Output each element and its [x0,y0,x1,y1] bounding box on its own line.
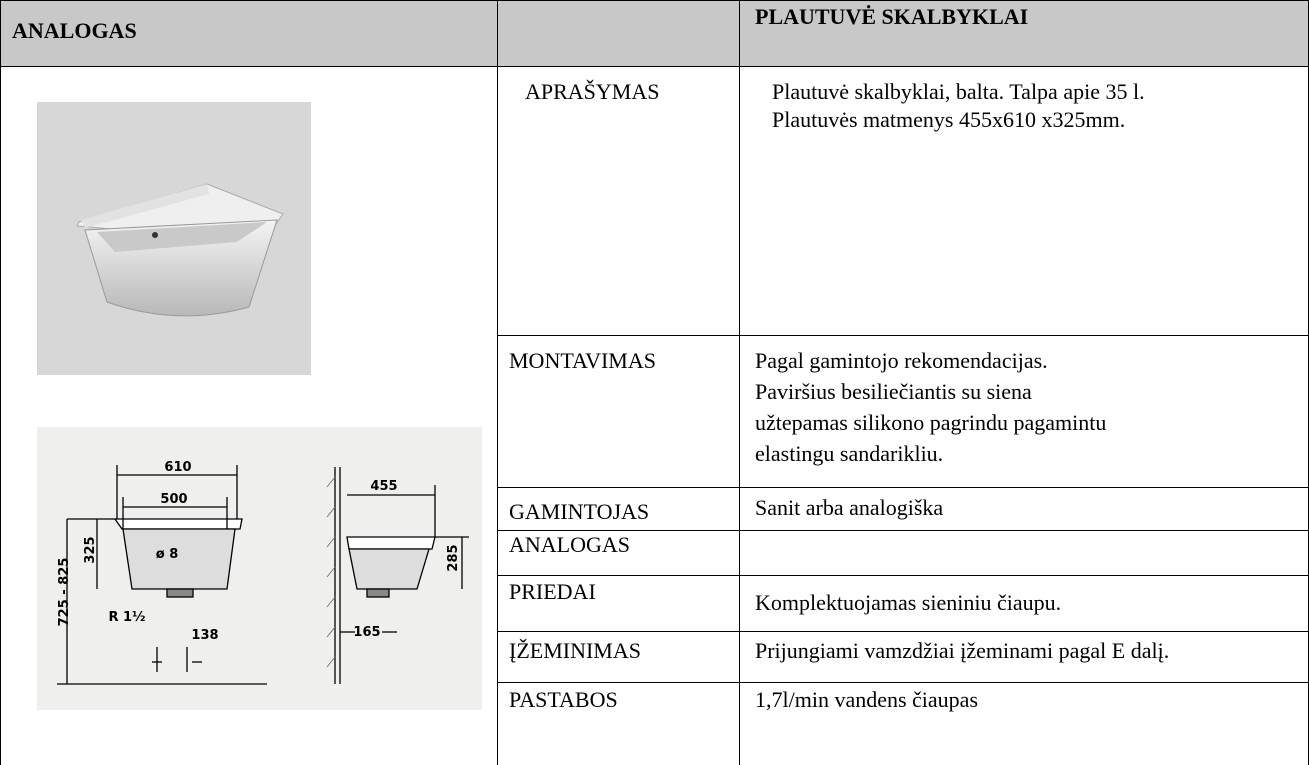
rule [0,0,1,765]
dim-label: 610 [164,460,191,475]
dim-label: ø 8 [156,547,179,562]
dim-label: 325 [83,536,98,563]
rule [497,530,1309,531]
rule [497,487,1309,488]
row-text: Plautuvės matmenys 455x610 x325mm. [772,107,1126,132]
row-text: Pagal gamintojo rekomendacijas. [755,348,1048,373]
rule [0,0,1309,1]
rule [497,335,1309,336]
rule [739,0,740,765]
rule [497,682,1309,683]
dim-label: R 1½ [108,610,145,625]
row-label: ĮŽEMINIMAS [509,638,641,663]
row-text: Prijungiami vamzdžiai įžeminami pagal E … [755,638,1170,663]
header-left: ANALOGAS [12,18,137,43]
row-text: elastingu sandarikliu. [755,441,944,466]
rule [0,66,1309,67]
dimension-drawing: 610 500 325 ø 8 725 - 825 R 1½ 138 455 2… [37,427,482,710]
dim-label: 725 - 825 [57,558,72,627]
row-label: PRIEDAI [509,579,596,604]
row-text: 1,7l/min vandens čiaupas [755,687,979,712]
row-label: GAMINTOJAS [509,499,650,524]
row-text: Komplektuojamas sieniniu čiaupu. [755,590,1062,615]
row-text: Plautuvė skalbyklai, balta. Talpa apie 3… [772,79,1145,104]
dim-label: 165 [353,625,380,640]
header-right: PLAUTUVĖ SKALBYKLAI [755,4,1029,29]
dim-label: 455 [370,479,397,494]
row-text: Paviršius besiliečiantis su siena [755,379,1032,404]
dim-label: 285 [446,544,461,571]
dim-label: 500 [160,492,187,507]
row-text: užtepamas silikono pagrindu pagamintu [755,410,1107,435]
rule [497,0,498,765]
product-photo [37,102,311,375]
row-label: APRAŠYMAS [525,79,660,104]
row-label: PASTABOS [509,687,618,712]
row-label: MONTAVIMAS [509,348,656,373]
row-label: ANALOGAS [509,532,630,557]
rule [497,575,1309,576]
header-band [0,0,1309,66]
row-text: Sanit arba analogiška [755,495,944,520]
rule [497,631,1309,632]
dim-label: 138 [191,628,218,643]
